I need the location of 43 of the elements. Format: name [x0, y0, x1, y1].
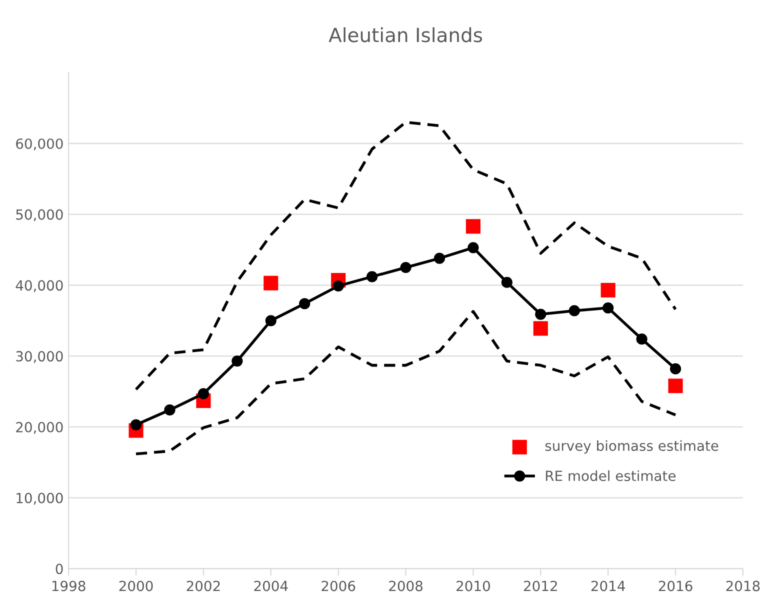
x-tick-label: 2012: [524, 580, 557, 592]
x-tick-label: 2008: [389, 580, 422, 592]
y-tick-label: 40,000: [16, 280, 63, 292]
y-tick-label: 50,000: [16, 209, 63, 222]
legend-label: RE model estimate: [546, 470, 676, 482]
point: [468, 242, 479, 254]
y-tick-label: 60,000: [16, 138, 63, 150]
point: [264, 276, 278, 290]
point: [533, 321, 548, 336]
point: [600, 282, 616, 298]
y-tick-label: 30,000: [16, 351, 63, 363]
chart-title: Aleutian Islands: [328, 27, 482, 42]
legend-label: survey biomass estimate: [545, 440, 718, 454]
x-tick-label: 2002: [186, 580, 220, 592]
x-tick-label: 2010: [456, 580, 490, 592]
y-tick-label: 10,000: [16, 492, 63, 505]
point: [670, 363, 682, 374]
point: [400, 262, 412, 274]
line-series: [134, 120, 677, 391]
x-tick-label: 1998: [52, 580, 86, 592]
point: [636, 334, 648, 345]
point: [130, 419, 142, 430]
point: [434, 252, 446, 264]
x-tick-label: 2016: [658, 580, 692, 592]
point: [198, 388, 210, 400]
x-tick-label: 2004: [254, 580, 288, 592]
x-tick-label: 2014: [591, 580, 625, 592]
y-tick-label: 0: [56, 564, 63, 574]
point: [366, 271, 378, 282]
y-tick-label: 20,000: [16, 422, 63, 434]
x-tick-label: 2006: [322, 580, 356, 592]
point: [299, 298, 310, 310]
point: [501, 276, 512, 288]
point: [265, 315, 276, 326]
point: [535, 308, 546, 320]
point: [602, 302, 614, 314]
x-tick-label: 2000: [119, 580, 153, 592]
point: [466, 219, 480, 234]
point: [232, 355, 243, 367]
point: [568, 305, 580, 316]
point: [668, 378, 683, 394]
x-tick-label: 2018: [726, 580, 760, 592]
point: [164, 404, 176, 416]
